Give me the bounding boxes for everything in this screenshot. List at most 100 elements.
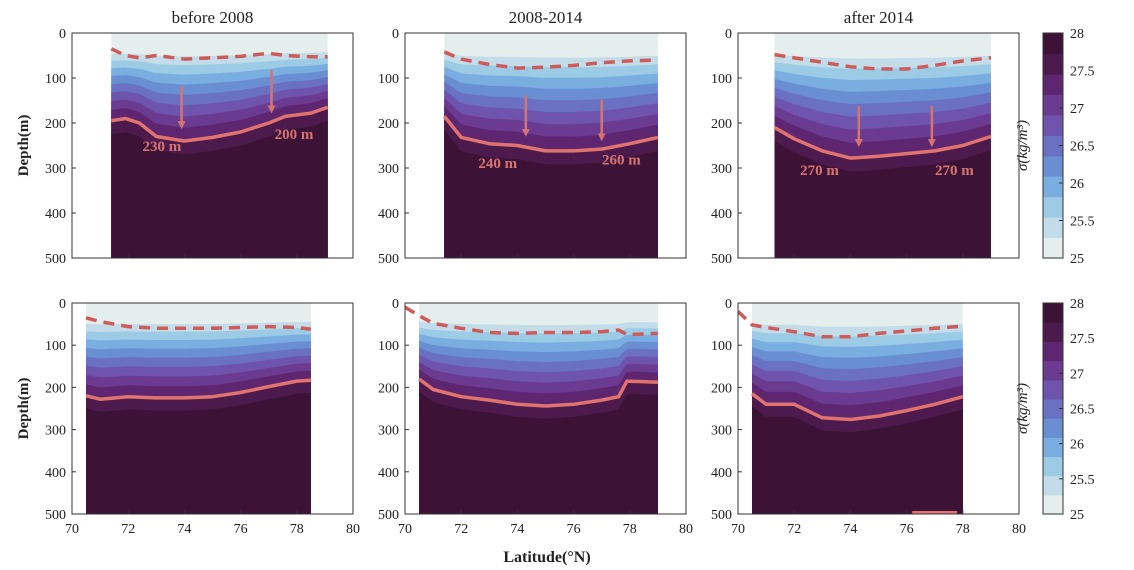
x-tick-label: 76 xyxy=(900,522,914,537)
x-tick-label: 74 xyxy=(510,522,524,537)
y-axis-label: Depth(m) xyxy=(16,378,32,440)
y-tick-label: 500 xyxy=(378,252,399,267)
colorbar-swatch xyxy=(1043,237,1063,259)
colorbar-swatch xyxy=(1043,94,1063,116)
colorbar-swatch xyxy=(1043,341,1063,362)
depth-annotation: 200 m xyxy=(275,127,314,143)
isopycnal-line xyxy=(418,377,658,408)
y-tick-label: 100 xyxy=(711,339,732,354)
y-tick-label: 500 xyxy=(711,252,732,267)
isopycnal-line xyxy=(85,378,312,401)
y-tick-label: 300 xyxy=(45,424,66,439)
y-tick-label: 200 xyxy=(378,117,399,132)
x-tick-label: 70 xyxy=(65,522,79,537)
colorbar-swatch xyxy=(1043,114,1063,136)
y-tick-label: 100 xyxy=(378,339,399,354)
density-band xyxy=(752,406,963,514)
surface-layer-dashed-line xyxy=(738,310,963,339)
y-tick-label: 100 xyxy=(378,72,399,87)
density-band xyxy=(86,392,311,514)
y-tick-label: 100 xyxy=(45,339,66,354)
surface-layer-dashed-line xyxy=(774,52,992,71)
surface-layer-dashed-line xyxy=(443,50,658,70)
y-tick-label: 400 xyxy=(378,207,399,222)
colorbar-2: 25 25.5 26 26.5 27 27.5 28 σ(kg/m³) xyxy=(1015,297,1095,523)
colorbar-tick-label: 27.5 xyxy=(1070,332,1095,347)
y-tick-label: 200 xyxy=(711,381,732,396)
y-tick-label: 200 xyxy=(378,381,399,396)
contour-field xyxy=(442,33,659,258)
y-tick-label: 100 xyxy=(45,72,66,87)
colorbar-swatch xyxy=(1043,303,1063,323)
x-tick-label: 80 xyxy=(346,522,360,537)
y-tick-label: 0 xyxy=(392,297,399,312)
x-tick-label: 74 xyxy=(843,522,857,537)
colorbar-swatch xyxy=(1043,456,1063,477)
x-tick-label: 76 xyxy=(567,522,581,537)
colorbar-swatch xyxy=(1043,360,1063,381)
panel-1: 230 m 200 m 0 100 200 300 400 500 before 2008 Dep… xyxy=(16,8,354,267)
axes-frame xyxy=(737,302,1020,515)
colorbar-swatch xyxy=(1043,322,1063,342)
depth-annotation: 270 m xyxy=(935,163,974,179)
panel-title: after 2014 xyxy=(844,8,914,27)
colorbar-swatch xyxy=(1043,73,1063,95)
contour-field xyxy=(405,303,658,514)
y-tick-label: 400 xyxy=(45,466,66,481)
colorbar-swatch xyxy=(1043,494,1063,515)
contour-field xyxy=(738,303,964,514)
panels: 230 m 200 m 0 100 200 300 400 500 before 2008 Dep… xyxy=(16,8,1095,537)
colorbar-tick-label: 25.5 xyxy=(1070,215,1095,230)
x-tick-label: 78 xyxy=(290,522,304,537)
colorbar-tick-label: 26.5 xyxy=(1070,403,1095,418)
y-tick-label: 100 xyxy=(711,72,732,87)
panel-title: before 2008 xyxy=(172,8,254,27)
colorbar-tick-label: 26 xyxy=(1070,177,1084,192)
colorbar-tick-label: 28 xyxy=(1070,297,1084,312)
depth-annotation: 260 m xyxy=(602,152,641,168)
panel-2: 240 m 260 m 0 100 200 300 400 500 2008-2014 xyxy=(378,8,687,267)
y-axis-label: Depth(m) xyxy=(16,115,32,177)
contour-field xyxy=(85,303,312,514)
colorbar-tick-label: 25.5 xyxy=(1070,473,1095,488)
isopycnal-line xyxy=(773,125,992,160)
isopycnal-line xyxy=(111,105,329,143)
surface-layer-dashed-line xyxy=(85,316,312,331)
axes-frame xyxy=(404,32,687,259)
colorbar-swatch xyxy=(1043,135,1063,157)
depth-annotation: 230 m xyxy=(143,139,182,155)
y-tick-label: 500 xyxy=(711,508,732,523)
colorbar-tick-label: 26.5 xyxy=(1070,140,1095,155)
y-tick-label: 200 xyxy=(45,117,66,132)
isopycnal-line xyxy=(442,115,659,153)
x-tick-label: 72 xyxy=(454,522,468,537)
colorbar-tick-label: 27 xyxy=(1070,102,1084,117)
y-tick-label: 0 xyxy=(59,27,66,42)
y-tick-label: 0 xyxy=(725,27,732,42)
y-tick-label: 400 xyxy=(711,466,732,481)
axes-frame xyxy=(71,302,354,515)
x-tick-label: 80 xyxy=(1012,522,1026,537)
density-band xyxy=(419,391,658,514)
colorbar-tick-label: 25 xyxy=(1070,508,1084,523)
depth-annotation: 270 m xyxy=(800,163,839,179)
surface-layer-dashed-line xyxy=(405,305,658,337)
x-tick-label: 70 xyxy=(398,522,412,537)
y-tick-label: 300 xyxy=(378,424,399,439)
colorbar-label: σ(kg/m³) xyxy=(1015,120,1031,171)
y-tick-label: 0 xyxy=(392,27,399,42)
colorbar-swatch xyxy=(1043,379,1063,400)
y-tick-label: 300 xyxy=(711,162,732,177)
contour-field xyxy=(773,33,992,258)
x-tick-label: 72 xyxy=(121,522,135,537)
y-tick-label: 400 xyxy=(378,466,399,481)
axes-frame xyxy=(737,32,1020,259)
colorbar-swatch xyxy=(1043,398,1063,419)
y-tick-label: 0 xyxy=(725,297,732,312)
colorbar-swatch xyxy=(1043,418,1063,438)
x-tick-label: 78 xyxy=(623,522,637,537)
density-band xyxy=(111,120,328,258)
y-tick-label: 400 xyxy=(45,207,66,222)
